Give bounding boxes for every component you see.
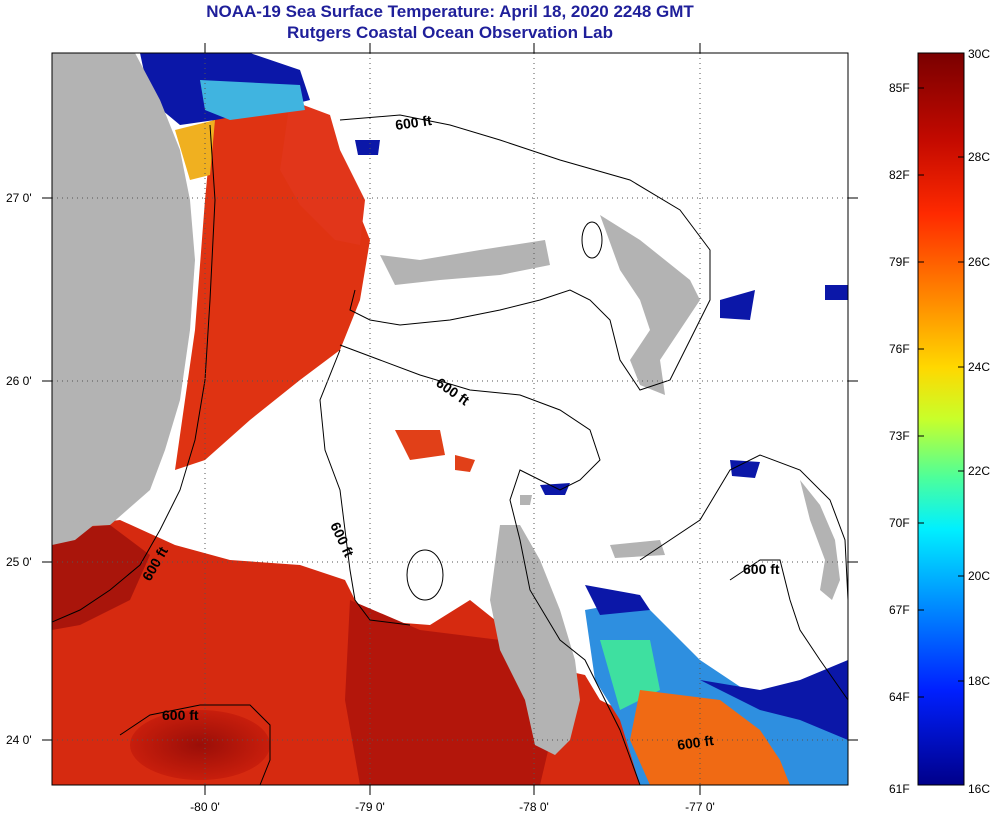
cbar-c-30: 30C (968, 47, 990, 61)
cbar-c-28: 28C (968, 150, 990, 164)
sst-se-cold-edge (585, 585, 650, 615)
map-subtitle: Rutgers Coastal Ocean Observation Lab (287, 23, 613, 42)
lat-label-24: 24 0' (6, 733, 32, 747)
sst-north-transition (200, 80, 305, 120)
land-bimini (520, 495, 532, 505)
land-eleuthera (800, 480, 840, 600)
sst-cold-spot-5 (730, 460, 760, 478)
tick-marks (42, 43, 858, 795)
cbar-f-76: 76F (889, 342, 910, 356)
lat-label-25: 25 0' (6, 555, 32, 569)
contour-600ft-seamount (406, 549, 444, 601)
bathymetry-contours (52, 114, 848, 785)
sst-gulf-stream-ne (280, 100, 365, 245)
land-abaco (600, 215, 700, 395)
map-border (51, 52, 849, 786)
colorbar-ticks (918, 87, 964, 698)
sst-cold-spot-2 (825, 285, 848, 300)
lon-label-78: -78 0' (519, 800, 549, 814)
sst-se-cold-edge-2 (700, 660, 848, 740)
land-florida (52, 53, 195, 528)
map-title: NOAA-19 Sea Surface Temperature: April 1… (206, 2, 694, 21)
sst-south-core (52, 525, 150, 630)
cbar-c-26: 26C (968, 255, 990, 269)
warm-core (130, 710, 270, 780)
cbar-f-85: 85F (889, 81, 910, 95)
cbar-f-79: 79F (889, 255, 910, 269)
cbar-c-22: 22C (968, 464, 990, 478)
contour-600ft-abaco-inner (581, 221, 603, 259)
graticule (52, 53, 848, 785)
contour-600ft-tongue (339, 344, 641, 785)
cbar-f-70: 70F (889, 516, 910, 530)
sst-north-yellow (175, 120, 215, 180)
lon-label-79: -79 0' (355, 800, 385, 814)
cbar-f-82: 82F (889, 168, 910, 182)
sst-east-patches (395, 430, 445, 460)
contour-600ft-lbb (339, 114, 711, 391)
cbar-f-67: 67F (889, 603, 910, 617)
sst-cold-spot-3 (720, 290, 755, 320)
cbar-c-16: 16C (968, 782, 990, 796)
contour-label-7: 600 ft (676, 732, 715, 753)
contour-600ft-east (639, 454, 848, 601)
sst-cold-spot-4 (540, 483, 570, 495)
lat-label-26: 26 0' (6, 374, 32, 388)
land-exuma (610, 540, 665, 558)
contour-600ft-south (119, 704, 271, 785)
land-keys (52, 520, 100, 545)
land-grand-bahama (380, 240, 550, 285)
cbar-f-64: 64F (889, 690, 910, 704)
contour-label-6: 600 ft (162, 707, 199, 723)
contour-600ft-west (319, 349, 411, 626)
lon-label-80: -80 0' (190, 800, 220, 814)
lat-label-27: 27 0' (6, 191, 32, 205)
lon-label-77: -77 0' (685, 800, 715, 814)
contour-label-1: 600 ft (394, 112, 433, 133)
sst-se-orange (630, 690, 790, 785)
cbar-c-18: 18C (968, 674, 990, 688)
cbar-f-61: 61F (889, 782, 910, 796)
sst-cold-spot-1 (355, 140, 380, 155)
land-andros (490, 525, 580, 755)
contour-600ft-exuma (729, 559, 848, 701)
contour-600ft-florida (52, 124, 216, 623)
cbar-c-20: 20C (968, 569, 990, 583)
colorbar (917, 52, 965, 786)
contour-label-5: 600 ft (743, 561, 780, 577)
cbar-f-73: 73F (889, 429, 910, 443)
cbar-c-24: 24C (968, 360, 990, 374)
sst-east-patch-2 (455, 455, 475, 472)
